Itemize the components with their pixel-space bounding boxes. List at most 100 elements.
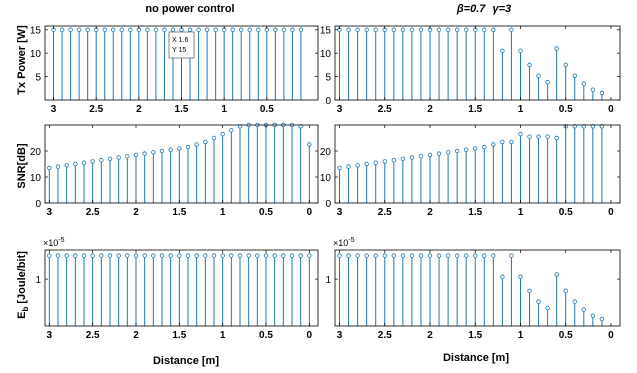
eb-right-marker-10	[427, 253, 433, 258]
eb-left-marker-20	[220, 253, 225, 258]
eb-right-marker-3	[364, 253, 369, 258]
snr-left-marker-6	[99, 157, 104, 163]
snr-left-xtick-label-5: 0.5	[259, 207, 273, 218]
eb-left-marker-24	[255, 253, 260, 258]
snr-left-marker-8	[116, 155, 121, 160]
eb-right-marker-16	[482, 253, 487, 258]
eb-right-marker-7	[400, 253, 406, 258]
snr-right-marker-11	[436, 151, 442, 156]
tx-left-xtick-label-4: 1	[221, 104, 227, 115]
tx-right-marker-17	[491, 27, 496, 32]
eb-left-marker-28	[289, 253, 295, 258]
snr-left-marker-5	[90, 159, 95, 164]
datatip-x-text: X 1.6	[172, 37, 188, 44]
tx-right-marker-4	[373, 27, 378, 32]
tx-right-marker-1	[346, 27, 351, 32]
eb-left-marker-1	[55, 253, 61, 258]
exponent-base-left: ×10	[43, 238, 58, 248]
tx-left-marker-19	[213, 27, 218, 32]
ylabel-energy: Eb [Joule/bit]	[16, 251, 30, 319]
snr-right-xtick-label-0: 3	[337, 207, 343, 218]
snr-right-marker-5	[382, 159, 387, 164]
eb-left-marker-18	[203, 253, 208, 258]
snr-right-marker-17	[491, 142, 496, 147]
snr-right-marker-12	[445, 150, 451, 155]
ylabel-energy-unit: [Joule/bit]	[16, 251, 28, 304]
eb-right-xtick-label-0: 3	[337, 330, 343, 341]
tx-left-marker-18	[204, 27, 210, 32]
tx-right-marker-22	[536, 73, 541, 78]
snr-left-marker-2	[64, 163, 69, 168]
tx-left-marker-29	[298, 27, 304, 32]
eb-left-ytick-label-0: 1	[35, 275, 41, 286]
snr-left-panel: 3 2.5 2 1.5 1 0.5 0 0 10 20	[30, 122, 319, 218]
eb-right-marker-26	[572, 299, 577, 304]
title-right-beta: β=0.7	[456, 3, 486, 15]
eb-left-axes-box	[44, 249, 319, 327]
tx-left-marker-24	[256, 27, 261, 32]
snr-left-axes-box	[44, 124, 319, 204]
snr-left-marker-13	[159, 148, 165, 154]
snr-right-xtick-label-4: 1	[518, 207, 524, 218]
eb-left-marker-25	[263, 253, 269, 258]
snr-right-marker-2	[355, 163, 360, 168]
tx-left-xtick-label-5: 0.5	[260, 104, 274, 115]
tx-left-xtick-label-1: 2.5	[89, 104, 103, 115]
eb-left-marker-0	[47, 253, 52, 258]
eb-right-marker-5	[382, 253, 387, 258]
snr-right-marker-7	[400, 156, 406, 161]
eb-right-xtick-label-2: 2	[427, 330, 433, 341]
exponent-label-right: ×10-5	[333, 237, 355, 248]
datatip[interactable]: X 1.6 Y 15	[168, 31, 195, 59]
tx-right-marker-8	[409, 27, 415, 32]
snr-right-marker-21	[527, 134, 532, 139]
eb-right-marker-28	[590, 313, 596, 318]
exponent-label-left: ×10-5	[43, 237, 65, 248]
tx-left-marker-1	[59, 27, 65, 32]
tx-left-marker-9	[128, 27, 133, 32]
tx-left-marker-21	[230, 27, 235, 32]
eb-left-xtick-label-0: 3	[47, 330, 53, 341]
eb-left-marker-6	[99, 253, 104, 258]
tx-right-marker-24	[554, 46, 559, 51]
snr-right-marker-13	[454, 148, 460, 154]
ylabel-snr: SNR[dB]	[16, 143, 28, 189]
eb-right-marker-23	[545, 305, 550, 311]
eb-left-xtick-label-3: 1.5	[172, 330, 186, 341]
tx-left-marker-13	[162, 27, 167, 32]
eb-right-axes-box	[334, 249, 621, 327]
xlabel-left: Distance [m]	[153, 355, 219, 367]
eb-left-marker-9	[125, 253, 130, 258]
snr-left-marker-7	[107, 156, 113, 161]
snr-right-xtick-label-1: 2.5	[378, 207, 392, 218]
ylabel-tx-power: Tx Power [W]	[16, 25, 28, 95]
eb-right-xtick-label-5: 0.5	[559, 330, 573, 341]
tx-left-ytick-label-0: 5	[35, 73, 41, 84]
tx-left-marker-22	[239, 27, 244, 32]
datatip-box	[168, 31, 195, 59]
title-left: no power control	[145, 3, 234, 15]
eb-left-marker-29	[298, 253, 303, 258]
snr-left-xtick-label-6: 0	[307, 207, 313, 218]
eb-right-marker-11	[436, 253, 442, 258]
tx-left-marker-6	[102, 27, 107, 32]
snr-left-xtick-label-1: 2.5	[86, 207, 100, 218]
snr-right-marker-6	[391, 157, 397, 163]
snr-right-marker-14	[463, 147, 469, 152]
eb-right-marker-24	[554, 272, 559, 277]
eb-left-panel: 3 2.5 2 1.5 1 0.5 0 1	[35, 249, 319, 341]
tx-left-marker-14	[170, 27, 176, 32]
tx-right-marker-25	[563, 62, 568, 68]
snr-right-marker-16	[482, 144, 487, 150]
snr-right-xtick-label-6: 0	[608, 207, 614, 218]
snr-right-marker-8	[409, 155, 415, 160]
snr-left-marker-10	[133, 152, 139, 158]
tx-right-ytick-label-3: 15	[320, 26, 332, 37]
eb-left-xtick-label-1: 2.5	[86, 330, 100, 341]
tx-right-ytick-label-2: 10	[320, 49, 332, 60]
tx-right-xtick-label-4: 1	[518, 104, 524, 115]
eb-right-marker-8	[409, 253, 415, 258]
tx-right-xtick-label-1: 2.5	[378, 104, 392, 115]
eb-left-marker-3	[73, 253, 78, 258]
